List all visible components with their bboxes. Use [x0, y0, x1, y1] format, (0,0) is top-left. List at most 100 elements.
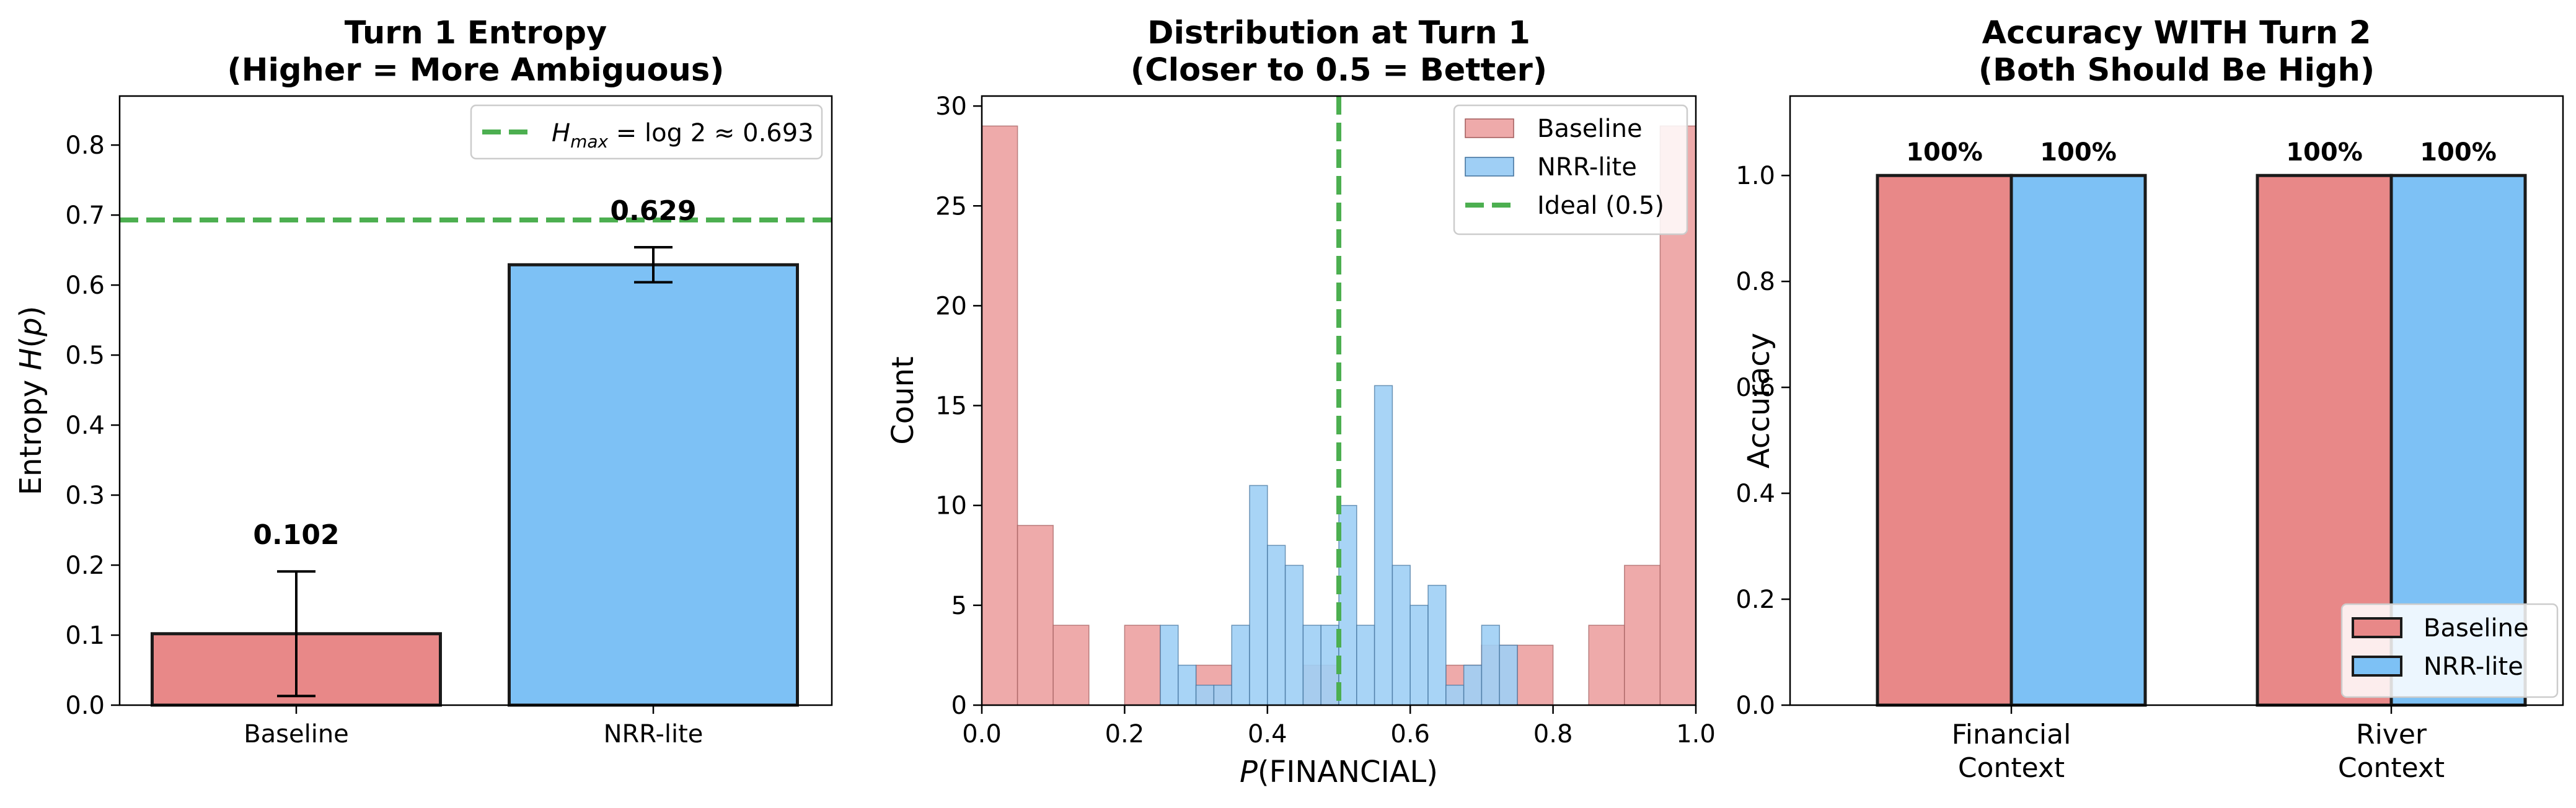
hist-bar-baseline-0 — [981, 125, 1018, 706]
entropy-ytick-label-1: 0.1 — [65, 621, 105, 650]
acc-value-label-financial-baseline: 100% — [1906, 138, 1983, 167]
acc-legend-swatch-nrr-lite — [2352, 656, 2402, 677]
entropy-ytick-label-7: 0.7 — [65, 201, 105, 230]
entropy-ytick-label-4: 0.4 — [65, 411, 105, 440]
hist-ylabel: Count — [886, 356, 920, 445]
hist-legend-swatch-nrr-lite — [1465, 157, 1514, 177]
acc-xtick-label-river-line-2: Context — [2338, 752, 2445, 784]
entropy-value-label-baseline: 0.102 — [253, 519, 339, 551]
hist-xtick-label-1: 0.2 — [1105, 720, 1145, 749]
entropy-title-line-1: Turn 1 Entropy — [345, 15, 607, 51]
hist-bar-nrr-lite-17 — [1463, 664, 1483, 706]
hist-legend-swatch-baseline — [1465, 118, 1514, 138]
acc-ytick-label-3: 0.6 — [1736, 374, 1775, 402]
hist-xlabel: P(FINANCIAL) — [1240, 755, 1438, 789]
hist-ytick-label-1: 5 — [951, 592, 967, 620]
hist-bar-nrr-lite-7 — [1284, 564, 1304, 706]
hist-bar-nrr-lite-15 — [1427, 584, 1447, 706]
hist-bar-nrr-lite-14 — [1409, 605, 1429, 706]
acc-ytick-label-4: 0.8 — [1736, 268, 1775, 296]
acc-bar-financial-baseline — [1876, 173, 2013, 707]
hist-bar-nrr-lite-8 — [1302, 625, 1321, 706]
hist-bar-nrr-lite-0 — [1160, 625, 1179, 706]
entropy-ylabel: Entropy H(p) — [14, 306, 48, 496]
hist-bar-nrr-lite-3 — [1213, 685, 1232, 706]
hist-bar-nrr-lite-4 — [1231, 625, 1250, 706]
entropy-ytick-label-8: 0.8 — [65, 131, 105, 160]
hist-title-line-1: Distribution at Turn 1 — [1147, 15, 1530, 51]
entropy-xtick-label-baseline: Baseline — [244, 720, 349, 749]
hist-bar-nrr-lite-9 — [1320, 625, 1339, 706]
acc-legend-label-nrr-lite: NRR-lite — [2424, 652, 2523, 681]
acc-ytick-label-2: 0.4 — [1736, 480, 1775, 508]
acc-value-label-financial-nrr-lite: 100% — [2040, 138, 2117, 167]
entropy-ytick-label-5: 0.5 — [65, 341, 105, 370]
panel-turn1-entropy: Turn 1 Entropy(Higher = More Ambiguous) 0… — [14, 15, 833, 749]
acc-title-line-1: Accuracy WITH Turn 2 — [1982, 15, 2371, 51]
entropy-value-label-nrr-lite: 0.629 — [610, 195, 696, 227]
hist-bar-nrr-lite-5 — [1249, 485, 1268, 706]
acc-bar-financial-nrr-lite — [2009, 173, 2147, 707]
hist-bar-baseline-9 — [1588, 625, 1625, 706]
entropy-legend-label: Hmax = log 2 ≈ 0.693 — [552, 119, 814, 152]
entropy-ytick-label-3: 0.3 — [65, 481, 105, 510]
hist-xtick-label-5: 1.0 — [1676, 720, 1716, 749]
hist-axes-frame — [981, 95, 1697, 706]
hist-bar-nrr-lite-18 — [1481, 625, 1500, 706]
acc-value-label-river-nrr-lite: 100% — [2420, 138, 2497, 167]
entropy-bar-nrr-lite — [508, 263, 799, 707]
hist-bar-nrr-lite-10 — [1338, 504, 1357, 706]
acc-title-line-2: (Both Should Be High) — [1978, 52, 2375, 89]
acc-axes-frame — [1789, 95, 2564, 706]
hist-bar-nrr-lite-19 — [1499, 644, 1518, 706]
acc-legend-label-baseline: Baseline — [2424, 614, 2529, 643]
hist-xtick-label-4: 0.8 — [1533, 720, 1573, 749]
hist-bar-nrr-lite-2 — [1195, 685, 1215, 706]
acc-xtick-label-financial-line-2: Context — [1958, 752, 2065, 784]
hist-bar-nrr-lite-13 — [1392, 564, 1411, 706]
entropy-title-line-2: (Higher = More Ambiguous) — [227, 52, 725, 89]
hist-bar-nrr-lite-16 — [1445, 685, 1465, 706]
hist-ytick-label-3: 15 — [935, 392, 967, 421]
hist-legend: Baseline NRR-lite Ideal (0.5) — [1453, 104, 1688, 235]
hist-bar-nrr-lite-12 — [1374, 385, 1393, 706]
hist-ytick-label-2: 10 — [935, 492, 967, 520]
entropy-xtick-label-nrr-lite: NRR-lite — [604, 720, 704, 749]
hist-xtick-label-0: 0.0 — [962, 720, 1002, 749]
hist-title-line-2: (Closer to 0.5 = Better) — [1131, 52, 1547, 89]
hist-ytick-label-0: 0 — [951, 692, 967, 720]
entropy-legend-box — [470, 104, 823, 160]
hist-bar-baseline-1 — [1017, 525, 1054, 706]
acc-xtick-label-river-line-1: River — [2356, 719, 2427, 750]
entropy-ytick-label-6: 0.6 — [65, 271, 105, 300]
hist-xtick-label-3: 0.6 — [1390, 720, 1430, 749]
acc-ytick-label-5: 1.0 — [1736, 162, 1775, 190]
hist-bar-baseline-10 — [1624, 564, 1661, 706]
acc-value-label-river-baseline: 100% — [2286, 138, 2363, 167]
hist-legend-label-baseline: Baseline — [1537, 115, 1643, 143]
hist-ytick-label-6: 30 — [935, 92, 967, 121]
hist-legend-label-nrr-lite: NRR-lite — [1537, 153, 1637, 182]
entropy-ytick-label-0: 0.0 — [65, 692, 105, 720]
acc-xtick-label-financial-line-1: Financial — [1952, 719, 2071, 750]
acc-ytick-label-0: 0.0 — [1736, 692, 1775, 720]
hist-bar-nrr-lite-11 — [1356, 625, 1375, 706]
hist-ytick-label-5: 25 — [935, 192, 967, 221]
hist-bar-nrr-lite-1 — [1178, 664, 1197, 706]
acc-ytick-label-1: 0.2 — [1736, 586, 1775, 614]
entropy-axes-frame — [118, 95, 833, 706]
acc-ylabel: Accuracy — [1742, 333, 1776, 468]
hist-ytick-label-4: 20 — [935, 292, 967, 320]
hist-bar-baseline-8 — [1517, 644, 1554, 706]
panel-accuracy-turn2: Accuracy WITH Turn 2(Both Should Be High… — [1736, 15, 2564, 784]
entropy-ytick-label-2: 0.2 — [65, 551, 105, 580]
acc-legend: Baseline NRR-lite — [2340, 603, 2559, 698]
panel-distribution-turn1: Distribution at Turn 1(Closer to 0.5 = B… — [886, 15, 1716, 789]
entropy-legend: Hmax = log 2 ≈ 0.693 — [470, 104, 823, 160]
hist-bar-baseline-3 — [1124, 625, 1161, 706]
hist-legend-label-ideal: Ideal (0.5) — [1537, 191, 1664, 220]
hist-bar-nrr-lite-6 — [1267, 545, 1286, 706]
hist-bar-baseline-2 — [1052, 625, 1090, 706]
acc-legend-swatch-baseline — [2352, 617, 2402, 638]
